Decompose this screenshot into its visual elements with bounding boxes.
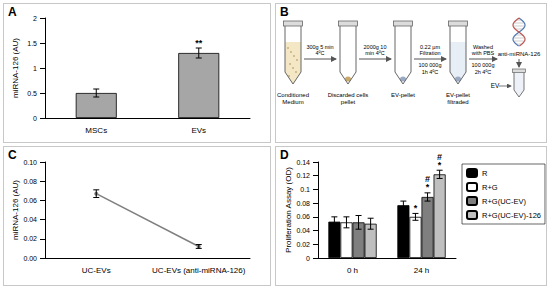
svg-text:EVs: EVs [191, 126, 206, 135]
svg-text:Conditioned: Conditioned [277, 92, 309, 98]
svg-text:0.06: 0.06 [296, 213, 310, 220]
svg-text:R: R [482, 169, 488, 178]
svg-text:anti-miRNA-126: anti-miRNA-126 [498, 51, 541, 57]
svg-text:0.02: 0.02 [296, 241, 310, 248]
svg-text:R+G(UC-EV): R+G(UC-EV) [482, 197, 526, 206]
html-text:C: C [8, 148, 17, 162]
svg-text:300g 5 min: 300g 5 min [306, 44, 333, 50]
svg-text:R+G(UC-EV)-126: R+G(UC-EV)-126 [482, 211, 541, 220]
svg-text:0.04: 0.04 [296, 227, 310, 234]
svg-text:0.22 µm: 0.22 µm [420, 44, 440, 50]
svg-text:0: 0 [33, 115, 37, 122]
svg-text:Filtration: Filtration [419, 50, 440, 56]
svg-text:MSCs: MSCs [85, 126, 107, 135]
html-text:A: A [8, 5, 17, 19]
svg-text:0 h: 0 h [347, 266, 358, 275]
svg-text:24 h: 24 h [414, 266, 430, 275]
html-text:B: B [280, 5, 289, 19]
svg-text:0.12: 0.12 [296, 172, 310, 179]
svg-text:UC-EVs: UC-EVs [82, 266, 111, 275]
svg-text:0.02: 0.02 [23, 235, 37, 242]
svg-text:0.00: 0.00 [23, 255, 37, 262]
svg-text:0.04: 0.04 [23, 216, 37, 223]
svg-text:2000g 10: 2000g 10 [364, 44, 387, 50]
svg-text:UC-EVs (anti-miRNA-126): UC-EVs (anti-miRNA-126) [152, 266, 246, 275]
svg-text:Washed: Washed [473, 44, 493, 50]
svg-text:1: 1 [33, 65, 37, 72]
svg-text:miRNA-126 (AU): miRNA-126 (AU) [11, 180, 20, 240]
svg-text:*: * [426, 182, 430, 192]
svg-text:0.14: 0.14 [296, 159, 310, 166]
svg-text:EV-pellet: EV-pellet [446, 92, 470, 98]
svg-text:0.10: 0.10 [23, 159, 37, 166]
svg-text:2: 2 [33, 15, 37, 22]
svg-text:0.5: 0.5 [27, 90, 37, 97]
html-text:D: D [280, 148, 289, 162]
svg-text:*: * [438, 160, 442, 170]
svg-text:0.08: 0.08 [23, 178, 37, 185]
svg-text:0.1: 0.1 [300, 186, 310, 193]
svg-text:1.5: 1.5 [27, 40, 37, 47]
svg-text:Discarded cells: Discarded cells [328, 92, 369, 98]
svg-text:R+G: R+G [482, 183, 498, 192]
svg-text:1h 4ºC: 1h 4ºC [422, 69, 439, 75]
svg-text:miRNA-126 (AU): miRNA-126 (AU) [11, 38, 20, 98]
svg-text:Proliferation Assay (OD): Proliferation Assay (OD) [284, 167, 293, 253]
svg-text:**: ** [195, 38, 203, 48]
svg-text:100 000g: 100 000g [419, 62, 442, 68]
svg-text:0.08: 0.08 [296, 200, 310, 207]
svg-text:filtraded: filtraded [447, 99, 468, 105]
svg-text:0: 0 [306, 255, 310, 262]
svg-text:min 4ºC: min 4ºC [365, 50, 384, 56]
svg-text:100 000g: 100 000g [472, 62, 495, 68]
svg-text:with PBS: with PBS [471, 50, 495, 56]
svg-text:0.06: 0.06 [23, 197, 37, 204]
svg-text:Medium: Medium [282, 99, 303, 105]
svg-text:*: * [414, 203, 418, 213]
svg-text:EV-pellet: EV-pellet [391, 92, 415, 98]
svg-text:EV: EV [491, 82, 500, 89]
svg-text:4ºC: 4ºC [315, 50, 324, 56]
svg-text:2h 4ºC: 2h 4ºC [475, 69, 492, 75]
svg-text:pellet: pellet [341, 99, 356, 105]
